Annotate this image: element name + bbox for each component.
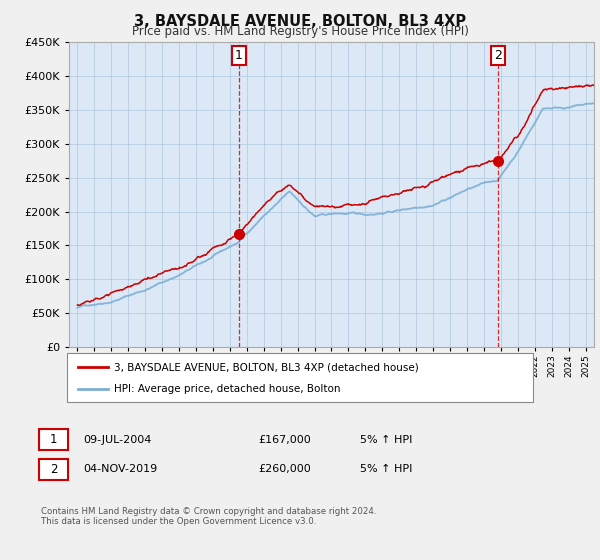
Text: 3, BAYSDALE AVENUE, BOLTON, BL3 4XP (detached house): 3, BAYSDALE AVENUE, BOLTON, BL3 4XP (det… <box>114 362 419 372</box>
Text: 04-NOV-2019: 04-NOV-2019 <box>83 464 157 474</box>
Text: 3, BAYSDALE AVENUE, BOLTON, BL3 4XP: 3, BAYSDALE AVENUE, BOLTON, BL3 4XP <box>134 14 466 29</box>
Text: 2: 2 <box>50 463 57 476</box>
Text: HPI: Average price, detached house, Bolton: HPI: Average price, detached house, Bolt… <box>114 384 341 394</box>
Text: 1: 1 <box>50 433 57 446</box>
Text: 1: 1 <box>235 49 243 62</box>
Text: 2: 2 <box>494 49 502 62</box>
Text: £167,000: £167,000 <box>258 435 311 445</box>
Text: 5% ↑ HPI: 5% ↑ HPI <box>360 435 412 445</box>
Text: Price paid vs. HM Land Registry's House Price Index (HPI): Price paid vs. HM Land Registry's House … <box>131 25 469 38</box>
Text: £260,000: £260,000 <box>258 464 311 474</box>
Text: 09-JUL-2004: 09-JUL-2004 <box>83 435 151 445</box>
Text: Contains HM Land Registry data © Crown copyright and database right 2024.
This d: Contains HM Land Registry data © Crown c… <box>41 507 376 526</box>
Text: 5% ↑ HPI: 5% ↑ HPI <box>360 464 412 474</box>
